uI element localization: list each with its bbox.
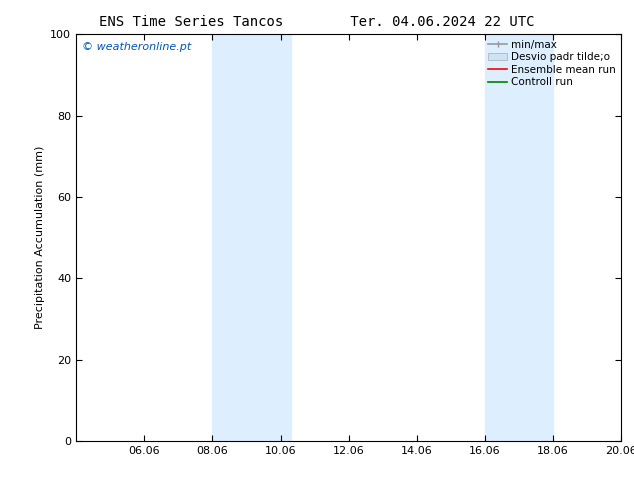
Bar	[212, 34, 257, 441]
Bar	[519, 34, 553, 441]
Text: ENS Time Series Tancos        Ter. 04.06.2024 22 UTC: ENS Time Series Tancos Ter. 04.06.2024 2…	[100, 15, 534, 29]
Bar	[257, 34, 291, 441]
Y-axis label: Precipitation Accumulation (mm): Precipitation Accumulation (mm)	[35, 146, 44, 329]
Text: © weatheronline.pt: © weatheronline.pt	[82, 43, 191, 52]
Bar	[485, 34, 519, 441]
Legend: min/max, Desvio padr tilde;o, Ensemble mean run, Controll run: min/max, Desvio padr tilde;o, Ensemble m…	[486, 37, 618, 89]
